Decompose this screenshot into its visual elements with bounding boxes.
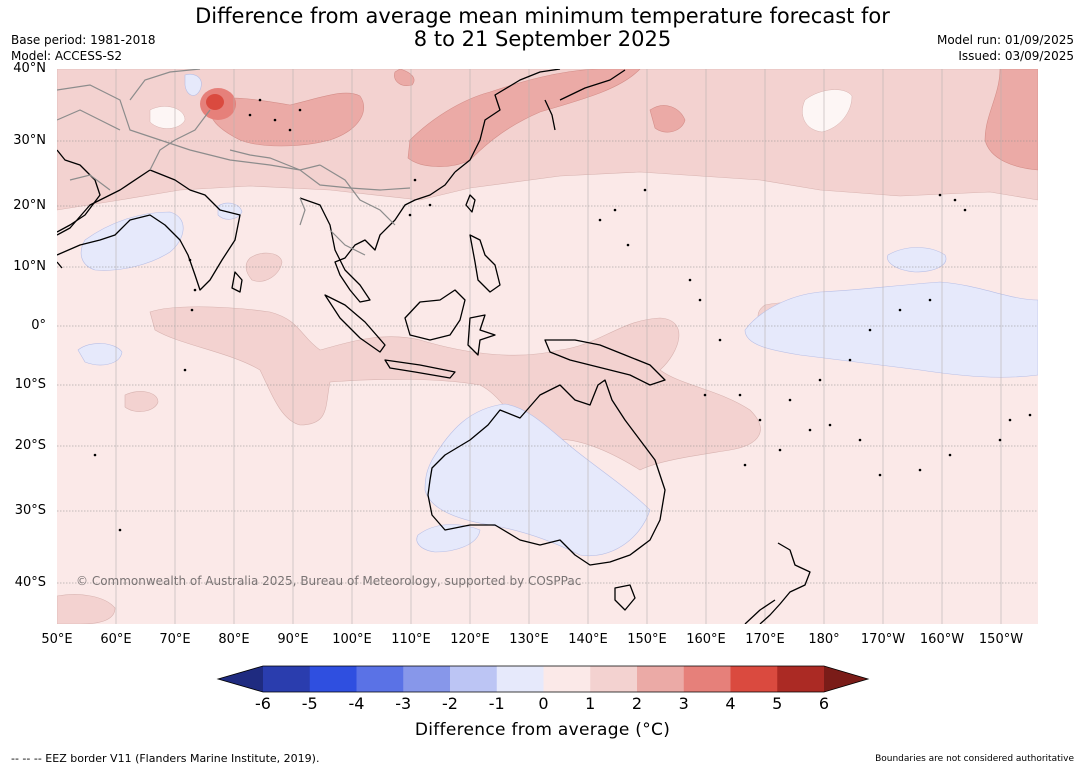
colorbar-segment — [684, 666, 731, 692]
colorbar-segment — [544, 666, 591, 692]
colorbar-segment — [450, 666, 497, 692]
colorbar-tick-label: 5 — [762, 694, 792, 713]
colorbar-tick-label: -2 — [435, 694, 465, 713]
colorbar-segment — [263, 666, 310, 692]
colorbar-tick-label: -3 — [388, 694, 418, 713]
colorbar-tick-label: 4 — [716, 694, 746, 713]
colorbar-segment — [637, 666, 684, 692]
colorbar — [0, 0, 1085, 770]
colorbar-tick-label: 0 — [529, 694, 559, 713]
boundaries-disclaimer: Boundaries are not considered authoritat… — [875, 754, 1074, 764]
colorbar-tick-label: -6 — [248, 694, 278, 713]
colorbar-tick-label: 1 — [575, 694, 605, 713]
colorbar-segment — [310, 666, 357, 692]
colorbar-tick-label: -5 — [295, 694, 325, 713]
colorbar-segment — [777, 666, 824, 692]
colorbar-extend-max — [824, 666, 868, 692]
colorbar-segment — [357, 666, 404, 692]
colorbar-tick-label: -4 — [342, 694, 372, 713]
eez-border-note: -- -- -- EEZ border V11 (Flanders Marine… — [11, 752, 319, 765]
colorbar-tick-label: 6 — [809, 694, 839, 713]
colorbar-tick-label: -1 — [482, 694, 512, 713]
colorbar-segment — [497, 666, 544, 692]
colorbar-segment — [731, 666, 778, 692]
colorbar-segment — [590, 666, 637, 692]
colorbar-extend-min — [218, 666, 263, 692]
colorbar-title: Difference from average (°C) — [0, 720, 1085, 740]
colorbar-tick-label: 3 — [669, 694, 699, 713]
colorbar-tick-label: 2 — [622, 694, 652, 713]
colorbar-segment — [403, 666, 450, 692]
